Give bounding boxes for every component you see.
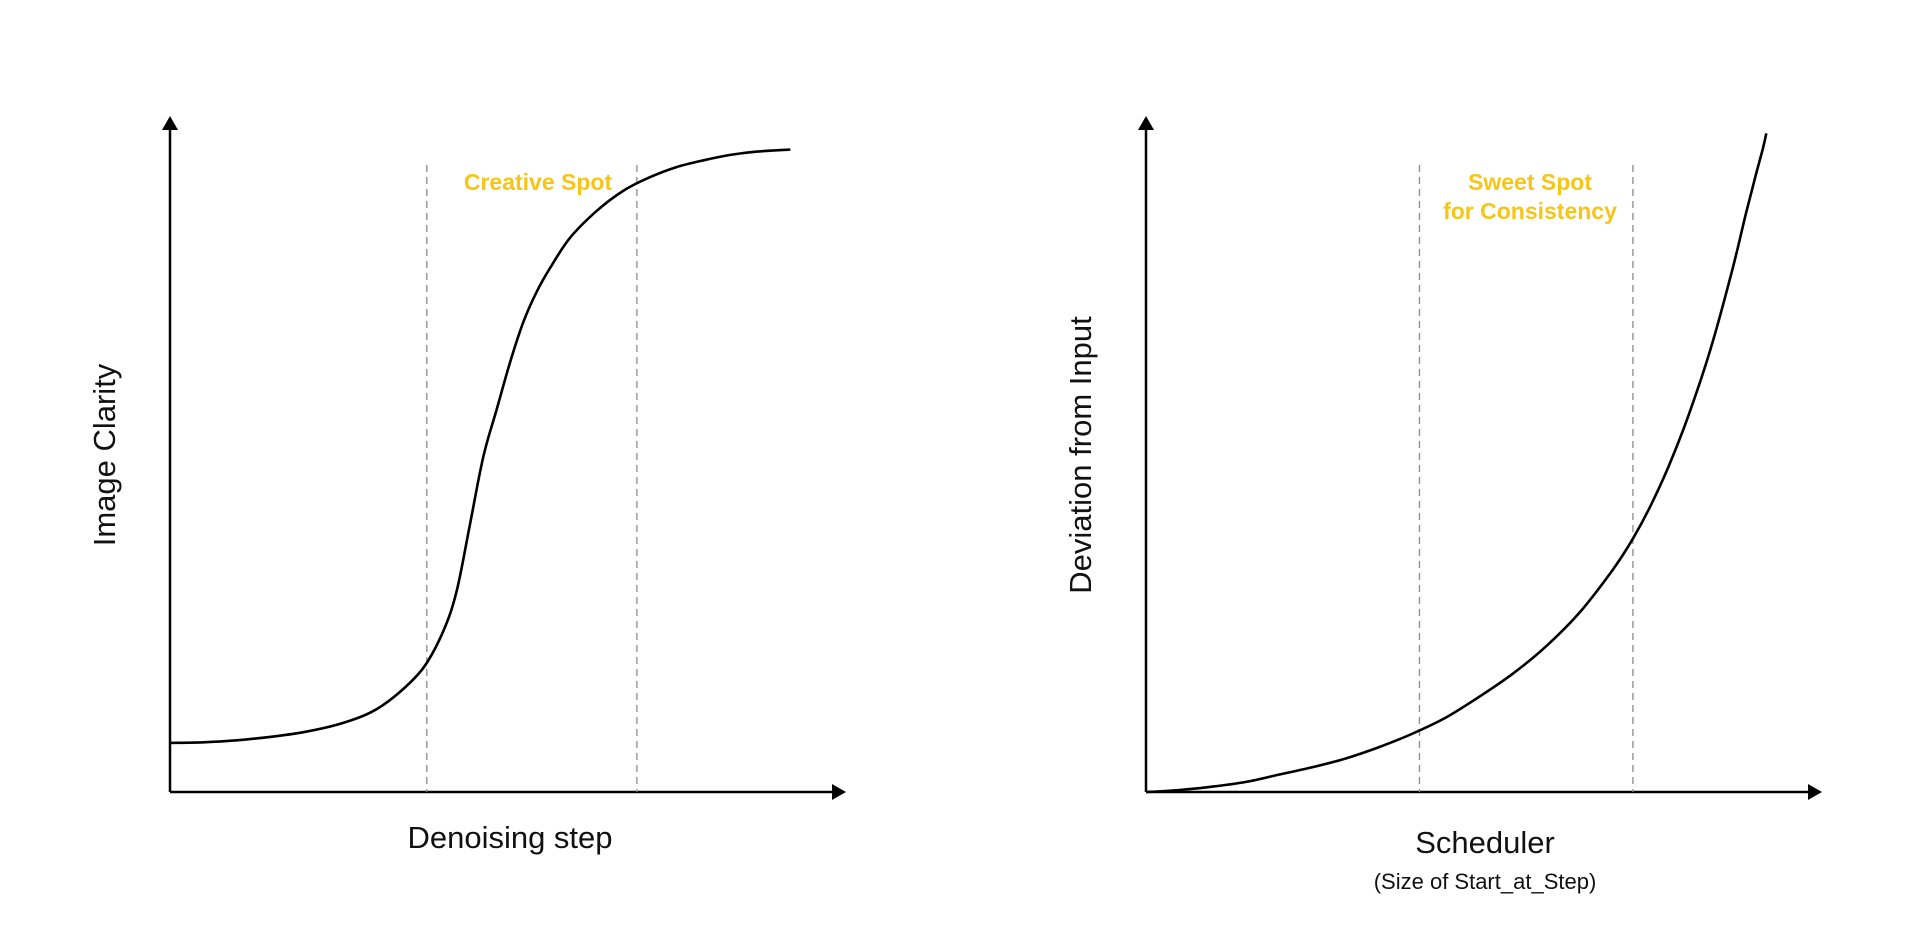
x-axis-subtitle: (Size of Start_at_Step) [1374,869,1597,894]
region-label-line-2: for Consistency [1443,198,1617,224]
y-axis-arrow-icon [1138,116,1154,130]
x-axis-title: Denoising step [407,820,612,855]
region-label-line-1: Sweet Spot [1468,169,1592,195]
x-axis-arrow-icon [832,784,846,800]
y-axis-arrow-icon [162,116,178,130]
x-axis-title: Scheduler [1415,825,1555,860]
y-axis-title: Deviation from Input [1063,316,1098,594]
series-line [169,148,791,745]
series-line [1145,133,1768,794]
chart-clarity: Creative Spot Denoising step Image Clari… [87,116,846,855]
region-label: Creative Spot [464,169,613,195]
chart-deviation: Sweet Spot for Consistency Scheduler (Si… [1063,116,1822,894]
y-axis-title: Image Clarity [87,363,122,546]
x-axis-arrow-icon [1808,784,1822,800]
